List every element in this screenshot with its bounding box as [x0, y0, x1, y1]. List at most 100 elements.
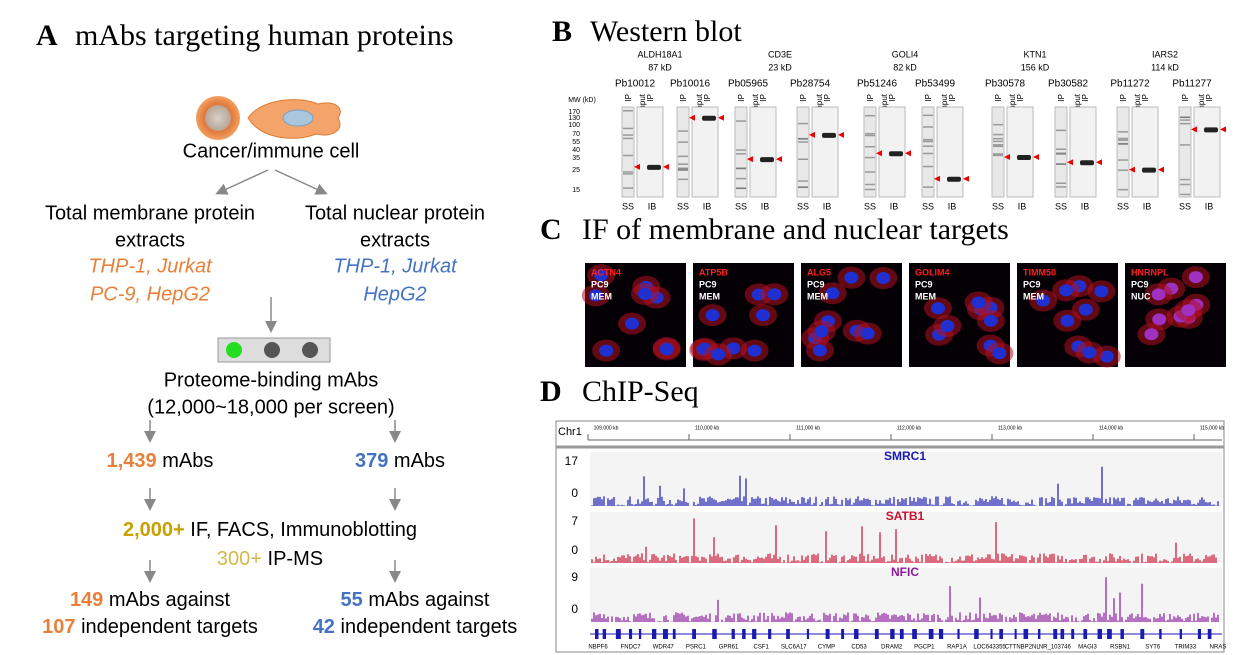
chromosome: Chr1 [558, 426, 582, 438]
clone-id: Pb10016 [670, 79, 710, 90]
count-number: 379 [355, 450, 388, 472]
panel-title: mAbs targeting human proteins [75, 19, 454, 52]
clone-id: Pb11272 [1110, 79, 1150, 90]
if-label: MEM [591, 291, 612, 301]
ss-band [865, 156, 875, 159]
ss-band [993, 137, 1003, 140]
lane-label: IP [1205, 94, 1214, 102]
gene-name: TRIM33 [1175, 645, 1197, 651]
if-label: ALG5 [807, 267, 831, 277]
lane-label: Input [940, 93, 949, 112]
protein-mw: 82 kD [893, 62, 917, 72]
result-number: 42 [313, 616, 335, 638]
ss-band [1056, 153, 1066, 155]
ss-strip [796, 106, 810, 198]
lane-label: IP [866, 94, 875, 102]
mw-marker: 15 [572, 187, 580, 194]
lane-label: Input [695, 93, 704, 112]
result-number: 55 [341, 589, 363, 611]
position-label: 109,000 kb [594, 425, 619, 431]
if-label: HNRNPL [1131, 267, 1169, 277]
lane-label: SS [992, 201, 1004, 211]
ss-band [1180, 116, 1190, 119]
protein-mw: 156 kD [1021, 62, 1050, 72]
count-text: mAbs [162, 450, 213, 472]
ss-band [736, 177, 746, 180]
track-name: SMRC1 [884, 449, 926, 463]
ss-band [678, 178, 688, 181]
gene-name: CTTNBP2NL [1005, 645, 1041, 651]
proteome-label: (12,000~18,000 per screen) [147, 396, 394, 418]
clone-id: Pb05965 [728, 79, 768, 90]
exon [899, 629, 904, 639]
exon [731, 629, 735, 639]
ss-strip [991, 106, 1005, 198]
ss-band [678, 167, 688, 169]
nucleus-stain [844, 271, 859, 284]
ss-band [1056, 186, 1066, 188]
gene-name: PGCP1 [914, 645, 935, 651]
ib-blot [1006, 106, 1034, 198]
clone-id: Pb30582 [1048, 79, 1088, 90]
ib-band [760, 157, 774, 163]
exon [1014, 629, 1017, 639]
lane-label: IP [924, 94, 933, 102]
ss-band [678, 169, 688, 171]
ib-band [1017, 154, 1031, 160]
nucleus-stain [1036, 294, 1051, 307]
exon [692, 629, 697, 639]
ss-band [923, 152, 933, 155]
result-text: mAbs against [368, 589, 490, 611]
gene-name: SYT6 [1145, 645, 1161, 651]
exon [752, 629, 757, 639]
ss-band [736, 120, 746, 122]
mw-marker: 70 [572, 131, 580, 138]
ss-band [1180, 178, 1190, 181]
protein-name: ALDH18A1 [637, 49, 682, 59]
nucleus-stain [983, 314, 998, 327]
ib-blot [1131, 106, 1159, 198]
gene-name: LOC643355 [973, 645, 1006, 651]
exon [1071, 629, 1075, 639]
ss-band [678, 155, 688, 158]
ib-band [1204, 127, 1218, 133]
gene-name: FNDC7 [621, 645, 642, 651]
lane-label: IP [1119, 94, 1128, 102]
ib-blot [936, 106, 964, 198]
if-label: MEM [807, 291, 828, 301]
ss-band [1118, 142, 1128, 145]
nucleus-stain [599, 344, 614, 357]
exon [1107, 629, 1112, 639]
lane-label: Input [815, 93, 824, 112]
ss-band [1056, 163, 1066, 165]
exon [1060, 629, 1065, 639]
lane-label: Input [1133, 93, 1142, 112]
count-text: mAbs [394, 450, 445, 472]
gene-name: WDR47 [653, 645, 675, 651]
mw-marker: 100 [568, 122, 580, 129]
nucleus-stain [1094, 285, 1109, 298]
protein-name: IARS2 [1152, 49, 1178, 59]
ss-band [678, 141, 688, 143]
track-bg [590, 452, 1222, 506]
nucleus-stain [1078, 303, 1093, 316]
ss-band [923, 186, 933, 188]
result-number: 149 [70, 589, 103, 611]
if-label: NUC [1131, 291, 1151, 301]
result-text: mAbs against [109, 589, 231, 611]
exon [742, 629, 746, 639]
exon [662, 629, 668, 639]
ss-band [1180, 193, 1190, 196]
position-label: 111,000 kb [796, 425, 820, 431]
arrows [144, 169, 401, 583]
exon [1120, 629, 1124, 639]
nucleus-stain [940, 319, 955, 332]
nucleus-stain [659, 343, 674, 356]
if-label: PC9 [807, 279, 825, 289]
panel-label: B [552, 15, 572, 48]
ss-band [1180, 122, 1190, 125]
exon [825, 629, 830, 639]
position-label: 113,000 kb [998, 425, 1023, 431]
ss-band [798, 122, 808, 125]
ss-band [1118, 137, 1128, 140]
